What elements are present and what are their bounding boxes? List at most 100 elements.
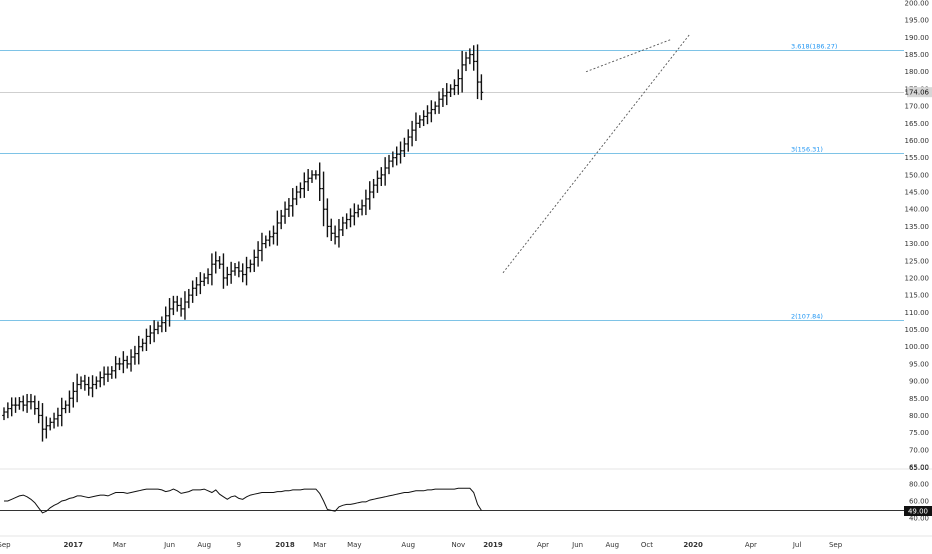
ohlc-bar[interactable] (279, 210, 283, 229)
ohlc-bar[interactable] (10, 397, 14, 416)
ohlc-bar[interactable] (383, 157, 387, 186)
ohlc-bar[interactable] (387, 155, 391, 174)
ohlc-bar[interactable] (395, 146, 399, 165)
ohlc-bar[interactable] (287, 198, 291, 217)
ohlc-bar[interactable] (299, 182, 303, 198)
ohlc-bar[interactable] (125, 356, 129, 369)
ohlc-bar[interactable] (195, 277, 199, 296)
ohlc-bar[interactable] (303, 172, 307, 197)
ohlc-bar[interactable] (95, 376, 99, 389)
ohlc-bar[interactable] (156, 321, 160, 334)
ohlc-bar[interactable] (137, 336, 141, 365)
ohlc-bar[interactable] (164, 306, 168, 331)
ohlc-bar[interactable] (291, 188, 295, 217)
ohlc-bar[interactable] (37, 401, 41, 423)
ohlc-bar[interactable] (403, 138, 407, 157)
ohlc-bar[interactable] (91, 375, 95, 397)
ohlc-bar[interactable] (445, 83, 449, 105)
ohlc-bar[interactable] (349, 208, 353, 227)
trendline[interactable] (586, 39, 672, 72)
ohlc-bar[interactable] (418, 115, 422, 128)
ohlc-bar[interactable] (175, 296, 179, 312)
ohlc-bar[interactable] (149, 325, 153, 344)
ohlc-bar[interactable] (260, 233, 264, 262)
ohlc-bar[interactable] (430, 100, 434, 122)
ohlc-bar[interactable] (102, 366, 106, 385)
ohlc-bar[interactable] (337, 219, 341, 248)
ohlc-bar[interactable] (118, 358, 122, 370)
ohlc-bar[interactable] (437, 92, 441, 114)
ohlc-bar[interactable] (399, 142, 403, 164)
ohlc-bar[interactable] (187, 289, 191, 308)
ohlc-bar[interactable] (264, 236, 268, 249)
ohlc-bar[interactable] (326, 198, 330, 237)
ohlc-bar[interactable] (199, 272, 203, 294)
ohlc-bar[interactable] (410, 121, 414, 146)
ohlc-bar[interactable] (133, 346, 137, 365)
ohlc-bar[interactable] (6, 402, 10, 418)
ohlc-bar[interactable] (48, 418, 52, 431)
ohlc-bar[interactable] (480, 74, 484, 100)
ohlc-bar[interactable] (249, 260, 253, 273)
ohlc-bar[interactable] (353, 203, 357, 225)
ohlc-bar[interactable] (364, 190, 368, 215)
ohlc-bar[interactable] (145, 329, 149, 351)
ohlc-bar[interactable] (356, 205, 360, 218)
ohlc-bar[interactable] (380, 167, 384, 186)
ohlc-bar[interactable] (45, 416, 49, 438)
ohlc-bar[interactable] (368, 181, 372, 210)
ohlc-bar[interactable] (122, 351, 126, 373)
ohlc-bar[interactable] (206, 268, 210, 284)
ohlc-bar[interactable] (252, 250, 256, 272)
ohlc-bar[interactable] (318, 162, 322, 200)
ohlc-bar[interactable] (25, 394, 29, 413)
ohlc-bar[interactable] (414, 112, 418, 141)
ohlc-bar[interactable] (98, 371, 102, 387)
ohlc-bar[interactable] (218, 256, 222, 269)
ohlc-bar[interactable] (272, 226, 276, 245)
ohlc-bar[interactable] (449, 84, 453, 97)
ohlc-bar[interactable] (60, 398, 64, 427)
ohlc-bar[interactable] (476, 44, 480, 99)
ohlc-bar[interactable] (160, 316, 164, 332)
ohlc-bar[interactable] (14, 397, 18, 412)
ohlc-bar[interactable] (472, 45, 476, 70)
ohlc-bar[interactable] (276, 211, 280, 246)
ohlc-bar[interactable] (460, 51, 464, 93)
ohlc-bar[interactable] (233, 263, 237, 276)
ohlc-bar[interactable] (245, 257, 249, 286)
ohlc-bar[interactable] (41, 403, 45, 441)
ohlc-bar[interactable] (268, 231, 272, 247)
ohlc-bar[interactable] (322, 172, 326, 227)
ohlc-bar[interactable] (214, 251, 218, 273)
ohlc-bar[interactable] (52, 413, 56, 429)
ohlc-bar[interactable] (310, 170, 314, 183)
ohlc-bar[interactable] (360, 200, 364, 216)
ohlc-bar[interactable] (56, 408, 60, 427)
ohlc-bar[interactable] (441, 88, 445, 107)
ohlc-bar[interactable] (210, 253, 214, 285)
rsi-line[interactable] (4, 488, 481, 513)
ohlc-bar[interactable] (168, 298, 172, 327)
ohlc-bar[interactable] (314, 170, 318, 179)
ohlc-bar[interactable] (191, 281, 195, 303)
ohlc-bar[interactable] (179, 298, 183, 317)
ohlc-bar[interactable] (72, 382, 76, 407)
ohlc-bar[interactable] (110, 366, 114, 379)
ohlc-bar[interactable] (83, 375, 87, 391)
ohlc-bar[interactable] (79, 376, 83, 389)
ohlc-bar[interactable] (21, 396, 25, 412)
ohlc-bar[interactable] (457, 69, 461, 94)
ohlc-bar[interactable] (306, 169, 310, 191)
ohlc-bar[interactable] (329, 219, 333, 241)
ohlc-bar[interactable] (464, 52, 468, 71)
ohlc-bar[interactable] (172, 296, 176, 315)
ohlc-bar[interactable] (75, 374, 79, 403)
ohlc-bar[interactable] (29, 394, 33, 409)
ohlc-bar[interactable] (87, 377, 91, 396)
ohlc-bar[interactable] (376, 171, 380, 193)
ohlc-bar[interactable] (106, 366, 110, 381)
price-pane[interactable]: 3.618(186.27)3(156.31)2(107.84) (0, 34, 932, 536)
ohlc-bar[interactable] (422, 110, 426, 126)
